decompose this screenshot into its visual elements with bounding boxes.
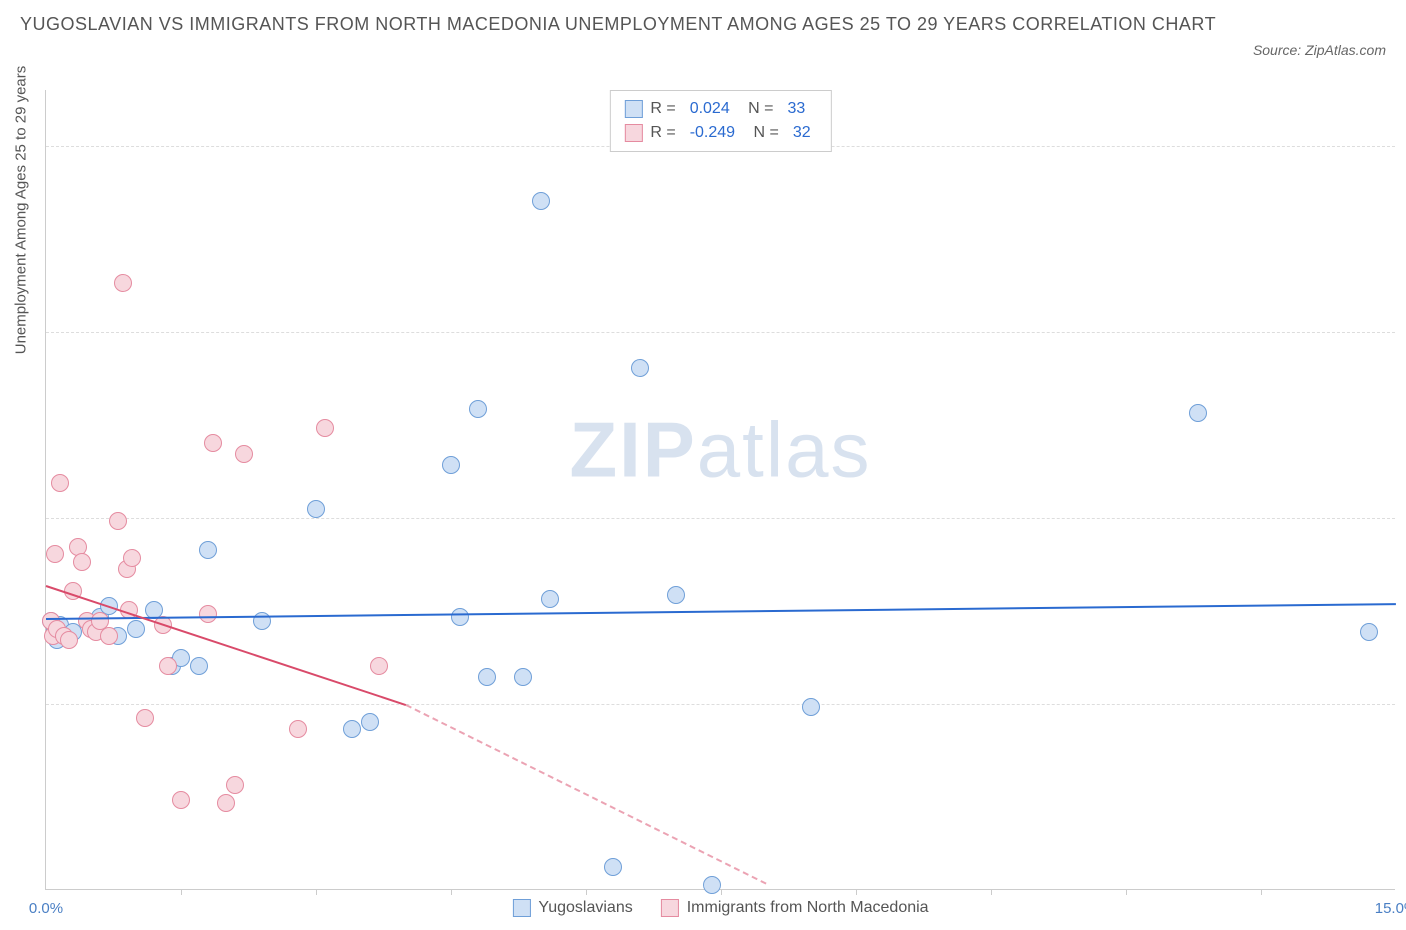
legend-stat-row: R = -0.249 N = 32 [624, 121, 816, 145]
data-point [199, 605, 217, 623]
data-point [478, 668, 496, 686]
legend-label: Yugoslavians [538, 899, 632, 917]
x-tick [181, 889, 182, 895]
data-point [204, 434, 222, 452]
stat-r-label: R = [650, 97, 675, 121]
data-point [73, 553, 91, 571]
x-tick-label: 15.0% [1375, 900, 1406, 917]
stat-n-value: 33 [788, 97, 806, 121]
legend-stats: R = 0.024 N = 33 R = -0.249 N = 32 [609, 90, 831, 152]
data-point [199, 541, 217, 559]
data-point [235, 445, 253, 463]
data-point [343, 720, 361, 738]
data-point [51, 474, 69, 492]
stat-n-label: N = [749, 121, 779, 145]
x-tick [1261, 889, 1262, 895]
data-point [114, 274, 132, 292]
plot-area: 5.0%10.0%15.0%20.0%0.0%15.0% [46, 90, 1395, 889]
y-axis-label: Unemployment Among Ages 25 to 29 years [13, 65, 30, 354]
data-point [109, 512, 127, 530]
data-point [316, 419, 334, 437]
stat-n-value: 32 [793, 121, 811, 145]
x-tick [721, 889, 722, 895]
chart-container: Unemployment Among Ages 25 to 29 years Z… [45, 90, 1395, 890]
trendline [46, 585, 407, 706]
x-tick-label: 0.0% [29, 900, 63, 917]
gridline [46, 332, 1395, 333]
data-point [631, 359, 649, 377]
data-point [514, 668, 532, 686]
data-point [442, 456, 460, 474]
data-point [159, 657, 177, 675]
trendline [46, 603, 1396, 620]
legend-swatch [624, 100, 642, 118]
x-tick [451, 889, 452, 895]
data-point [667, 586, 685, 604]
stat-r-value: -0.249 [690, 121, 735, 145]
stat-r-value: 0.024 [690, 97, 730, 121]
data-point [172, 791, 190, 809]
gridline [46, 518, 1395, 519]
data-point [1189, 404, 1207, 422]
stat-r-label: R = [650, 121, 675, 145]
data-point [469, 400, 487, 418]
data-point [226, 776, 244, 794]
x-tick [586, 889, 587, 895]
legend-label: Immigrants from North Macedonia [687, 899, 929, 917]
data-point [46, 545, 64, 563]
legend-item: Yugoslavians [512, 899, 632, 917]
data-point [361, 713, 379, 731]
legend-item: Immigrants from North Macedonia [661, 899, 929, 917]
chart-title: YUGOSLAVIAN VS IMMIGRANTS FROM NORTH MAC… [20, 10, 1386, 39]
data-point [136, 709, 154, 727]
data-point [604, 858, 622, 876]
gridline [46, 704, 1395, 705]
data-point [217, 794, 235, 812]
x-tick [856, 889, 857, 895]
data-point [60, 631, 78, 649]
data-point [289, 720, 307, 738]
legend-series: Yugoslavians Immigrants from North Macedo… [512, 899, 928, 917]
trendline-extrapolated [406, 704, 767, 884]
legend-swatch [512, 899, 530, 917]
data-point [123, 549, 141, 567]
source-attribution: Source: ZipAtlas.com [1253, 42, 1386, 58]
data-point [451, 608, 469, 626]
x-tick [316, 889, 317, 895]
data-point [541, 590, 559, 608]
legend-swatch [624, 124, 642, 142]
data-point [1360, 623, 1378, 641]
data-point [703, 876, 721, 894]
legend-stat-row: R = 0.024 N = 33 [624, 97, 816, 121]
data-point [532, 192, 550, 210]
data-point [307, 500, 325, 518]
x-tick [991, 889, 992, 895]
data-point [370, 657, 388, 675]
data-point [127, 620, 145, 638]
data-point [802, 698, 820, 716]
data-point [190, 657, 208, 675]
stat-n-label: N = [744, 97, 774, 121]
legend-swatch [661, 899, 679, 917]
data-point [100, 627, 118, 645]
x-tick [1126, 889, 1127, 895]
